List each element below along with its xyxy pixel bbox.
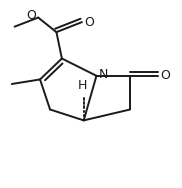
Text: H: H: [78, 79, 88, 92]
Text: O: O: [26, 9, 36, 22]
Text: N: N: [99, 68, 108, 81]
Text: O: O: [160, 69, 170, 82]
Text: O: O: [84, 16, 94, 29]
